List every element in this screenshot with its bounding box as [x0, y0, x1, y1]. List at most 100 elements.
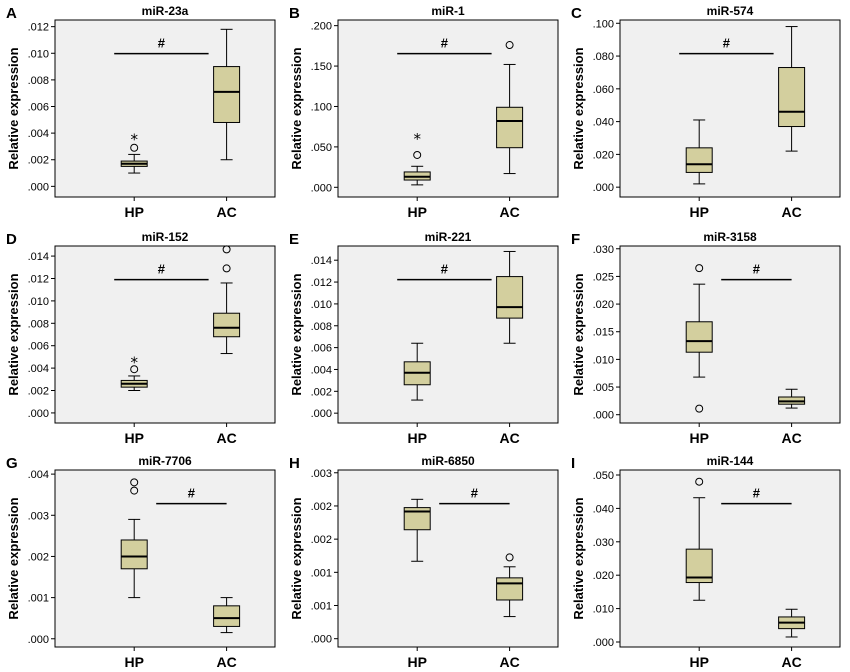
x-tick-label: HP: [124, 430, 143, 446]
y-tick-label: .000: [593, 182, 614, 194]
boxplot-AC: [213, 597, 241, 634]
y-tick-label: .025: [593, 271, 614, 283]
iqr-box: [685, 147, 713, 173]
y-tick-label: .003: [28, 510, 49, 522]
y-tick-label: .000: [311, 182, 332, 194]
panel-letter: B: [289, 5, 300, 22]
outlier-point: [695, 264, 704, 273]
significance-mark: #: [753, 486, 761, 501]
outlier-point: [222, 245, 231, 254]
y-tick-label: .020: [593, 149, 614, 161]
y-tick-label: .001: [311, 567, 332, 579]
x-tick-label: HP: [124, 204, 143, 220]
y-axis-label: Relative expression: [289, 273, 304, 395]
outlier-point: [130, 486, 139, 495]
x-tick-label: HP: [689, 204, 708, 220]
x-tick-label: HP: [407, 204, 426, 220]
y-tick-label: .008: [311, 321, 332, 333]
y-tick-label: .002: [28, 155, 49, 167]
x-tick-label: HP: [124, 654, 143, 670]
significance-mark: #: [471, 486, 479, 501]
boxplot-AC: [778, 26, 806, 152]
y-axis-label: Relative expression: [289, 47, 304, 169]
x-tick-label: AC: [499, 654, 519, 670]
panel-letter: E: [289, 231, 299, 248]
y-tick-label: .150: [311, 61, 332, 73]
plot-area: [337, 469, 559, 648]
y-axis-label: Relative expression: [571, 273, 586, 395]
panel-title: miR-23a: [142, 4, 189, 18]
boxplot-HP: [120, 478, 148, 599]
significance-mark: #: [441, 36, 449, 51]
outlier-point: [130, 365, 139, 374]
panel-title: miR-221: [425, 230, 472, 244]
boxplot-AC: [496, 41, 524, 175]
y-tick-label: .010: [311, 299, 332, 311]
y-tick-label: .006: [311, 343, 332, 355]
y-tick-label: .002: [28, 551, 49, 563]
x-tick-label: AC: [216, 654, 236, 670]
extreme-outlier-point: *: [130, 130, 138, 148]
x-tick-label: HP: [407, 654, 426, 670]
y-tick-label: .014: [28, 251, 49, 263]
y-axis-label: Relative expression: [289, 497, 304, 619]
y-tick-label: .100: [593, 18, 614, 30]
y-tick-label: .010: [28, 296, 49, 308]
boxplot-HP: *: [120, 353, 148, 392]
outlier-point: [222, 264, 231, 273]
y-tick-label: .006: [28, 102, 49, 114]
outlier-point: [695, 477, 704, 486]
boxplot-AC: [496, 553, 524, 618]
y-tick-label: .002: [311, 501, 332, 513]
y-tick-label: .010: [593, 354, 614, 366]
iqr-box: [496, 577, 524, 601]
outlier-point: [505, 41, 514, 50]
x-tick-label: AC: [216, 204, 236, 220]
y-tick-label: .100: [311, 101, 332, 113]
outlier-point: [413, 150, 422, 159]
boxplot-HP: [685, 264, 713, 413]
y-axis-label: Relative expression: [571, 497, 586, 619]
x-tick-label: AC: [499, 430, 519, 446]
y-tick-label: .000: [593, 637, 614, 649]
plot-area: [337, 245, 559, 424]
y-tick-label: .008: [28, 75, 49, 87]
y-tick-label: .012: [311, 277, 332, 289]
boxplot-AC: [778, 608, 806, 638]
boxplot-AC: [496, 250, 524, 344]
iqr-box: [213, 605, 241, 627]
y-tick-label: .004: [28, 363, 49, 375]
y-tick-label: .030: [593, 244, 614, 256]
iqr-box: [213, 312, 241, 338]
y-tick-label: .005: [593, 382, 614, 394]
iqr-box: [213, 66, 241, 123]
panel-letter: G: [6, 455, 18, 472]
y-tick-label: .010: [28, 48, 49, 60]
y-tick-label: .010: [593, 604, 614, 616]
y-axis-label: Relative expression: [6, 47, 21, 169]
iqr-box: [496, 106, 524, 149]
boxplot-AC: [213, 28, 241, 161]
y-tick-label: .200: [311, 21, 332, 33]
y-tick-label: .000: [311, 408, 332, 420]
extreme-outlier-point: *: [130, 353, 138, 371]
x-tick-label: HP: [689, 430, 708, 446]
panel-letter: F: [571, 231, 580, 248]
panel-title: miR-1: [431, 4, 465, 18]
panel-title: miR-144: [707, 454, 754, 468]
x-tick-label: HP: [689, 654, 708, 670]
y-tick-label: .001: [28, 593, 49, 605]
outlier-point: [130, 478, 139, 487]
boxplot-AC: [778, 388, 806, 409]
y-tick-label: .000: [593, 410, 614, 422]
x-tick-label: AC: [781, 204, 801, 220]
panel-title: miR-6850: [421, 454, 475, 468]
iqr-box: [120, 539, 148, 570]
y-tick-label: .050: [593, 470, 614, 482]
y-tick-label: .004: [28, 128, 49, 140]
